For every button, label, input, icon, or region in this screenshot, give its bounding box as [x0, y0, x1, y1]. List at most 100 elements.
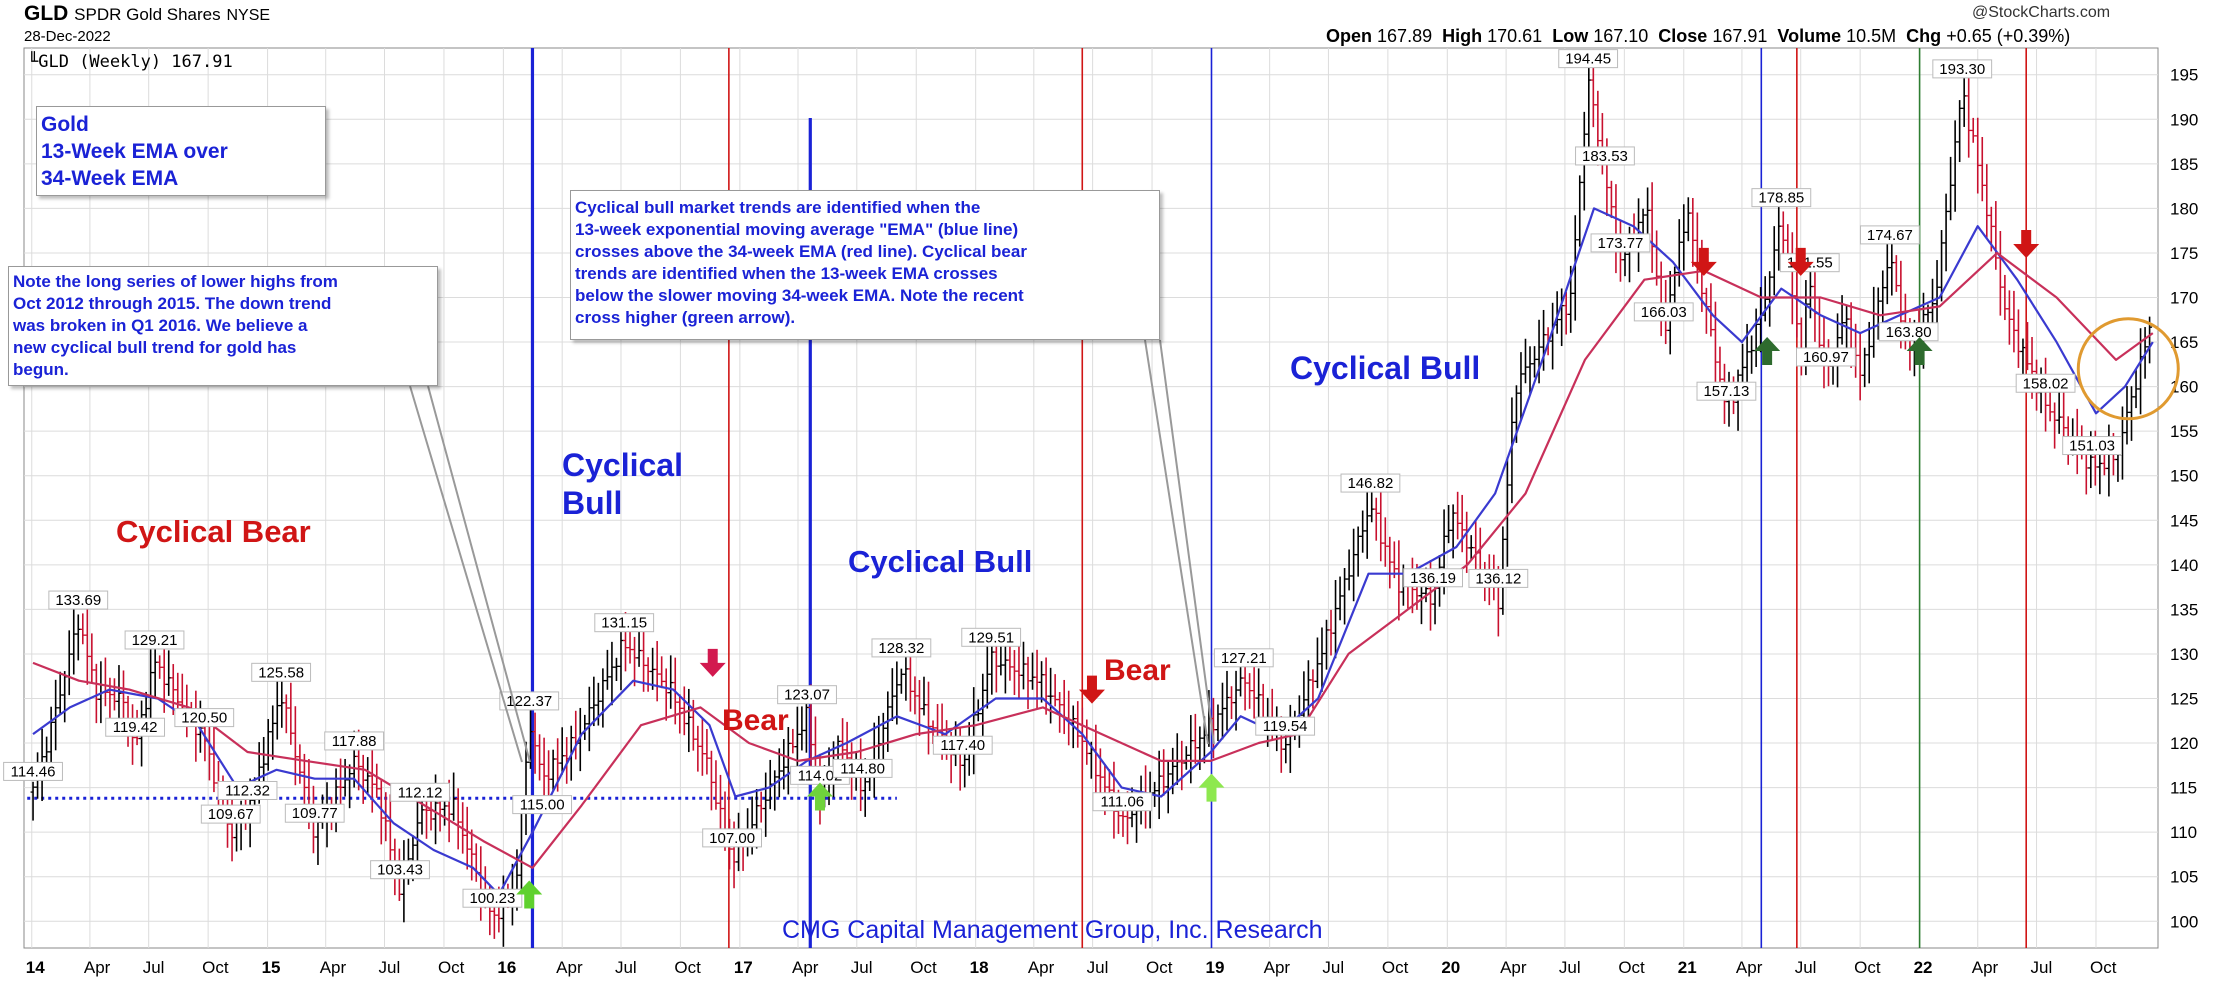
price-label: 119.42	[113, 719, 158, 736]
price-label: 125.58	[258, 664, 304, 681]
price-label-box	[2015, 373, 2076, 393]
price-label-box	[1932, 59, 1993, 79]
price-label-box	[390, 782, 450, 802]
up-arrow	[1906, 336, 1933, 365]
price-label-box	[1751, 188, 1812, 208]
x-tick-label: Jul	[851, 958, 873, 977]
price-label: 100.23	[469, 890, 515, 907]
price-label: 117.40	[940, 737, 985, 754]
price-label: 173.77	[1598, 235, 1644, 252]
price-label: 123.07	[784, 687, 830, 704]
x-tick-label: 22	[1914, 958, 1933, 977]
security-name: SPDR Gold Shares	[74, 5, 221, 24]
price-label-box	[1213, 648, 1274, 668]
down-arrow	[1787, 247, 1814, 276]
price-label: 117.88	[332, 733, 377, 750]
close-label: Close	[1658, 26, 1708, 46]
x-tick-label: Jul	[1559, 958, 1581, 977]
y-tick-label: 105	[2170, 868, 2198, 887]
definition-line: Cyclical bull market trends are identifi…	[575, 198, 981, 217]
price-label-box	[370, 860, 430, 880]
price-label-box	[3, 761, 63, 781]
price-label-box	[200, 804, 261, 824]
price-label-box	[832, 758, 893, 778]
price-label-box	[1590, 233, 1651, 253]
x-tick-label: Oct	[1146, 958, 1173, 977]
price-label: 112.12	[398, 784, 443, 801]
ohlc-stats: Open 167.89 High 170.61 Low 167.10 Close…	[1326, 26, 2070, 47]
definition-line: below the slower moving 34-week EMA. Not…	[575, 286, 1024, 305]
x-tick-label: Oct	[1854, 958, 1881, 977]
definition-line: 13-week exponential moving average "EMA"…	[575, 220, 1019, 239]
y-tick-label: 185	[2170, 155, 2198, 174]
up-arrow	[806, 782, 833, 811]
price-label-box	[1340, 473, 1401, 493]
legend-bars-icon: ╙	[28, 52, 39, 72]
x-tick-label: Oct	[1618, 958, 1645, 977]
y-tick-label: 145	[2170, 511, 2198, 530]
low-value: 167.10	[1593, 26, 1649, 46]
price-label-box	[1092, 792, 1153, 812]
price-label: 129.21	[132, 632, 178, 649]
price-label: 111.06	[1101, 794, 1145, 811]
definition-callout-pointer	[1144, 339, 1215, 745]
y-tick-label: 170	[2170, 289, 2198, 308]
x-tick-label: Apr	[792, 958, 819, 977]
high-value: 170.61	[1487, 26, 1543, 46]
chg-value: +0.65 (+0.39%)	[1946, 26, 2071, 46]
price-label-box	[217, 780, 278, 800]
up-arrow	[516, 880, 543, 909]
note-line: Note the long series of lower highs from	[13, 272, 338, 291]
y-tick-label: 140	[2170, 556, 2198, 575]
x-tick-label: 18	[970, 958, 989, 977]
price-label-box	[324, 731, 385, 751]
note-line: was broken in Q1 2016. We believe a	[13, 316, 308, 335]
x-tick-label: Jul	[379, 958, 401, 977]
price-label: 114.02	[798, 767, 843, 784]
note-callout-pointer	[409, 385, 531, 763]
research-credit: CMG Capital Management Group, Inc. Resea…	[782, 916, 1323, 944]
down-arrow	[1078, 675, 1105, 704]
gold-ema-box: Gold 13-Week EMA over 34-Week EMA	[36, 106, 326, 196]
open-label: Open	[1326, 26, 1373, 46]
x-tick-label: Jul	[143, 958, 165, 977]
price-label-box	[1859, 225, 1920, 245]
price-label: 136.12	[1475, 570, 1521, 587]
chart-date: 28-Dec-2022	[24, 28, 111, 45]
y-tick-label: 190	[2170, 110, 2198, 129]
price-label-box	[777, 685, 837, 705]
ema-34-line	[32, 251, 2154, 869]
price-label: 166.03	[1641, 304, 1687, 321]
bear-label-2018: Bear	[1104, 654, 1171, 687]
y-tick-label: 100	[2170, 912, 2198, 931]
price-label: 119.54	[1263, 718, 1308, 735]
price-label: 157.13	[1703, 383, 1749, 400]
x-tick-label: Apr	[1736, 958, 1763, 977]
x-tick-label: 15	[262, 958, 281, 977]
price-label-box	[284, 803, 345, 823]
x-tick-label: Oct	[2090, 958, 2117, 977]
price-label-box	[1255, 716, 1316, 736]
price-label-box	[1696, 381, 1757, 401]
price-label: 114.80	[840, 760, 885, 777]
price-label: 174.67	[1867, 227, 1913, 244]
down-arrow	[2013, 230, 2040, 259]
lower-highs-note-box: Note the long series of lower highs from…	[8, 266, 438, 386]
price-label: 112.32	[225, 782, 270, 799]
y-tick-label: 110	[2170, 823, 2197, 842]
price-label: 133.69	[55, 592, 101, 609]
price-label-box	[871, 638, 932, 658]
y-tick-label: 165	[2170, 333, 2198, 352]
price-label: 109.77	[292, 805, 338, 822]
price-label-box	[1575, 146, 1635, 166]
price-label: 183.53	[1582, 148, 1628, 165]
price-label-box	[174, 708, 235, 728]
price-label-box	[594, 613, 655, 633]
price-label: 136.19	[1410, 570, 1456, 587]
ema-13-line	[32, 207, 2154, 896]
volume-label: Volume	[1777, 26, 1842, 46]
y-tick-label: 180	[2170, 199, 2198, 218]
price-label: 160.97	[1803, 349, 1849, 366]
note-line: Oct 2012 through 2015. The down trend	[13, 294, 332, 313]
gold-box-line: 13-Week EMA over	[41, 140, 228, 163]
